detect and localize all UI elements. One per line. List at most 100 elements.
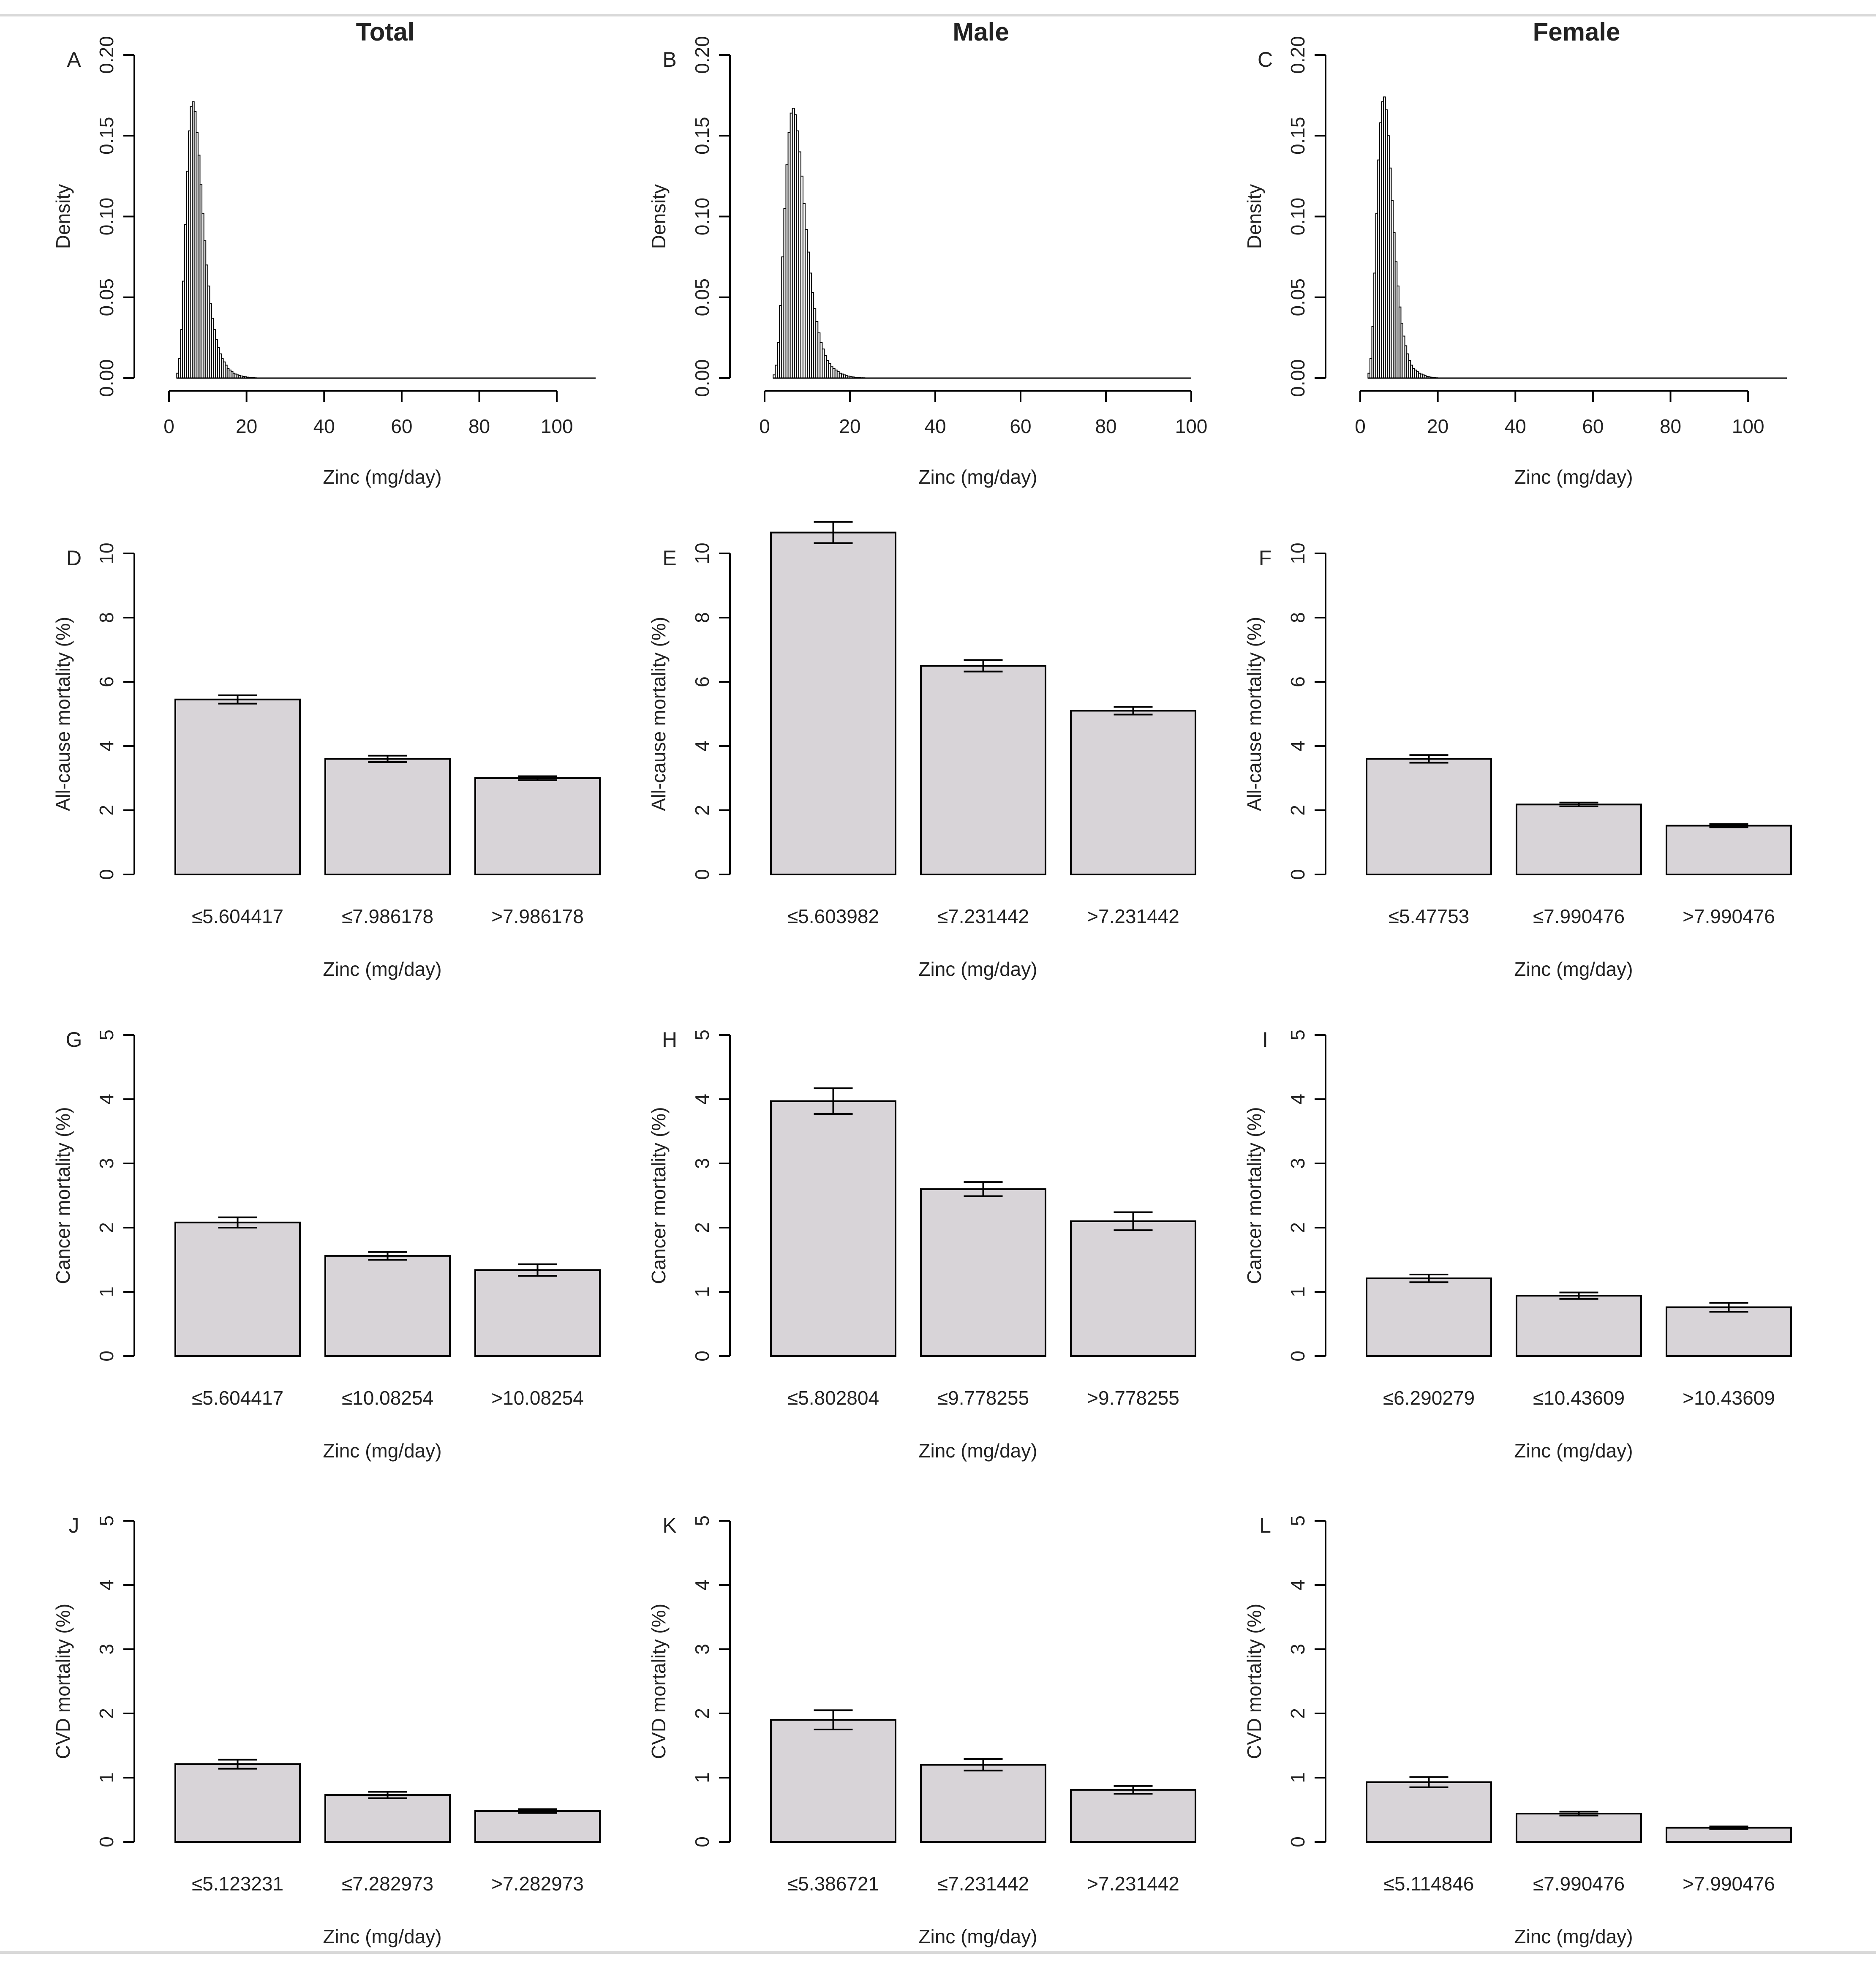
bar xyxy=(770,1719,896,1843)
panel-i: I 0 1 2 3 4 5 Cancer mortality (%) ≤6.290279 ≤10.… xyxy=(1243,1028,1792,1462)
category-label: ≤5.386721 xyxy=(787,1873,879,1895)
y-axis-title: CVD mortality (%) xyxy=(1243,1604,1265,1759)
panel-k: K 0 1 2 3 4 5 CVD mortality (%) ≤5.386721 ≤7.2314… xyxy=(648,1514,1196,1947)
bar xyxy=(920,665,1046,875)
y-tick-label: 10 xyxy=(691,542,713,564)
y-axis-title: Density xyxy=(52,184,74,249)
y-tick-label: 10 xyxy=(1287,542,1309,564)
bar xyxy=(1516,1813,1642,1843)
x-tick-label: 100 xyxy=(1732,415,1764,437)
y-tick-label: 5 xyxy=(95,1515,117,1526)
y-tick-label: 2 xyxy=(691,805,713,816)
y-axis-title: CVD mortality (%) xyxy=(52,1604,74,1759)
category-label: ≤5.114846 xyxy=(1384,1873,1474,1895)
y-tick-label: 8 xyxy=(691,612,713,623)
category-label: >10.43609 xyxy=(1683,1387,1775,1409)
x-axis-title: Zinc (mg/day) xyxy=(1514,1440,1633,1462)
column-title-total: Total xyxy=(356,18,415,46)
y-tick-label: 0 xyxy=(691,1351,713,1362)
category-label: ≤7.231442 xyxy=(937,1873,1029,1895)
column-title-male: Male xyxy=(953,18,1009,46)
y-tick-label: 4 xyxy=(95,1094,117,1105)
y-tick-label: 0.20 xyxy=(691,36,713,74)
x-tick-label: 100 xyxy=(1175,415,1208,437)
y-tick-label: 6 xyxy=(95,676,117,687)
x-axis-title: Zinc (mg/day) xyxy=(918,1926,1037,1947)
panel-b: B 0.00 0.05 0.10 0.15 0.20 Density 0 20 40 60 80 100… xyxy=(648,36,1207,488)
x-axis-title: Zinc (mg/day) xyxy=(1514,1926,1633,1947)
y-tick-label: 2 xyxy=(1287,1222,1309,1233)
category-label: ≤5.802804 xyxy=(787,1387,879,1409)
panel-g: G 0 1 2 3 4 5 Cancer mortality (%) ≤5.604417 ≤10.… xyxy=(52,1028,601,1462)
y-tick-label: 0 xyxy=(1287,869,1309,880)
bar xyxy=(1070,1220,1196,1357)
x-tick-label: 20 xyxy=(839,415,860,437)
bar xyxy=(770,1100,896,1357)
panel-letter: L xyxy=(1259,1514,1271,1537)
y-tick-label: 0.20 xyxy=(1287,36,1309,74)
bar xyxy=(920,1188,1046,1357)
y-tick-label: 0.05 xyxy=(691,278,713,316)
panel-e: E 0 2 4 6 8 10 All-cause mortality (%) ≤5.603982… xyxy=(648,521,1196,980)
panel-letter: B xyxy=(662,48,676,71)
y-tick-label: 8 xyxy=(95,612,117,623)
x-axis-title: Zinc (mg/day) xyxy=(1514,466,1633,488)
y-tick-label: 1 xyxy=(691,1286,713,1297)
y-tick-label: 4 xyxy=(95,1580,117,1591)
bar xyxy=(324,1255,451,1357)
x-axis-title: Zinc (mg/day) xyxy=(323,1440,441,1462)
x-tick-label: 60 xyxy=(1010,415,1031,437)
y-tick-label: 2 xyxy=(691,1708,713,1719)
category-label: ≤5.604417 xyxy=(192,905,283,927)
y-axis-title: Cancer mortality (%) xyxy=(1243,1107,1265,1284)
category-label: ≤5.603982 xyxy=(787,905,879,927)
bar xyxy=(1366,1781,1492,1843)
bar xyxy=(770,531,896,875)
bar xyxy=(174,1763,301,1843)
category-label: >7.231442 xyxy=(1087,1873,1179,1895)
panel-letter: C xyxy=(1258,48,1273,71)
bar xyxy=(1366,1277,1492,1357)
y-tick-label: 0.00 xyxy=(691,359,713,397)
category-label: ≤5.123231 xyxy=(192,1873,283,1895)
y-tick-label: 2 xyxy=(95,805,117,816)
column-title-female: Female xyxy=(1533,18,1620,46)
panel-letter: G xyxy=(66,1028,82,1051)
x-tick-label: 40 xyxy=(1505,415,1526,437)
y-axis-title: Density xyxy=(1243,184,1265,249)
category-label: >7.990476 xyxy=(1683,905,1775,927)
category-label: ≤7.990476 xyxy=(1533,1873,1625,1895)
bar xyxy=(1366,758,1492,876)
x-tick-label: 100 xyxy=(541,415,573,437)
x-tick-label: 20 xyxy=(236,415,257,437)
y-tick-label: 4 xyxy=(691,741,713,752)
category-label: >9.778255 xyxy=(1087,1387,1179,1409)
panel-letter: J xyxy=(69,1514,79,1537)
bar xyxy=(1516,1295,1642,1357)
category-label: >7.990476 xyxy=(1683,1873,1775,1895)
panel-a: A 0.00 0.05 0.10 0.15 0.20 Density 0 20 40 60 80 100… xyxy=(52,36,596,488)
y-tick-label: 0.10 xyxy=(691,198,713,236)
y-tick-label: 1 xyxy=(95,1772,117,1783)
category-label: >10.08254 xyxy=(491,1387,584,1409)
y-tick-label: 3 xyxy=(1287,1158,1309,1169)
y-tick-label: 4 xyxy=(1287,1094,1309,1105)
panel-j: J 0 1 2 3 4 5 CVD mortality (%) ≤5.123231 ≤7.2829… xyxy=(52,1514,601,1947)
category-label: ≤9.778255 xyxy=(937,1387,1029,1409)
y-tick-label: 6 xyxy=(691,676,713,687)
y-tick-label: 0 xyxy=(95,1351,117,1362)
panel-f: F 0 2 4 6 8 10 All-cause mortality (%) ≤5.47753 ≤… xyxy=(1243,542,1792,980)
panel-letter: H xyxy=(662,1028,677,1051)
y-tick-label: 0 xyxy=(95,1836,117,1847)
category-label: ≤7.282973 xyxy=(342,1873,433,1895)
y-axis-title: All-cause mortality (%) xyxy=(52,617,74,811)
y-tick-label: 3 xyxy=(95,1158,117,1169)
panel-l: L 0 1 2 3 4 5 CVD mortality (%) ≤5.114846 ≤7.9904… xyxy=(1243,1514,1792,1947)
y-tick-label: 0 xyxy=(691,869,713,880)
bar xyxy=(1666,1827,1792,1843)
bar xyxy=(324,1794,451,1843)
x-tick-label: 0 xyxy=(759,415,770,437)
category-label: >7.231442 xyxy=(1087,905,1179,927)
